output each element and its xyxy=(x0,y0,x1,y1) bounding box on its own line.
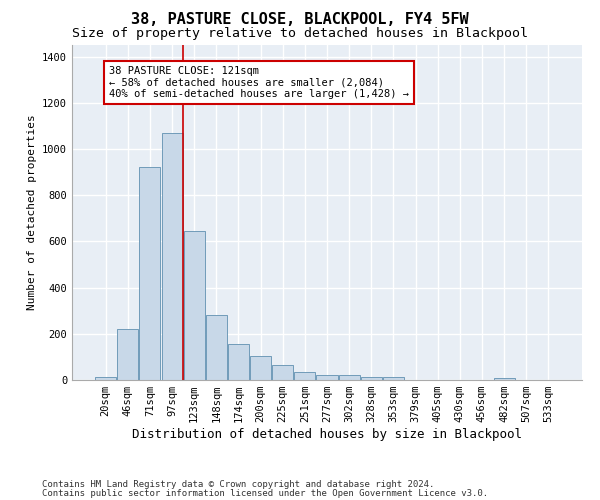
Bar xyxy=(383,377,404,380)
Text: Contains HM Land Registry data © Crown copyright and database right 2024.: Contains HM Land Registry data © Crown c… xyxy=(42,480,434,489)
Text: 38 PASTURE CLOSE: 121sqm
← 58% of detached houses are smaller (2,084)
40% of sem: 38 PASTURE CLOSE: 121sqm ← 58% of detach… xyxy=(109,66,409,99)
Text: Size of property relative to detached houses in Blackpool: Size of property relative to detached ho… xyxy=(72,28,528,40)
Bar xyxy=(184,231,205,380)
Bar xyxy=(206,316,227,380)
Bar xyxy=(95,376,116,380)
X-axis label: Distribution of detached houses by size in Blackpool: Distribution of detached houses by size … xyxy=(132,428,522,441)
Bar xyxy=(228,344,249,380)
Bar xyxy=(272,365,293,380)
Bar xyxy=(118,329,139,380)
Bar xyxy=(494,378,515,380)
Bar xyxy=(161,133,182,380)
Bar xyxy=(338,376,359,380)
Text: 38, PASTURE CLOSE, BLACKPOOL, FY4 5FW: 38, PASTURE CLOSE, BLACKPOOL, FY4 5FW xyxy=(131,12,469,28)
Bar xyxy=(139,168,160,380)
Y-axis label: Number of detached properties: Number of detached properties xyxy=(26,114,37,310)
Bar xyxy=(361,376,382,380)
Text: Contains public sector information licensed under the Open Government Licence v3: Contains public sector information licen… xyxy=(42,490,488,498)
Bar xyxy=(295,372,316,380)
Bar xyxy=(250,356,271,380)
Bar xyxy=(316,376,338,380)
